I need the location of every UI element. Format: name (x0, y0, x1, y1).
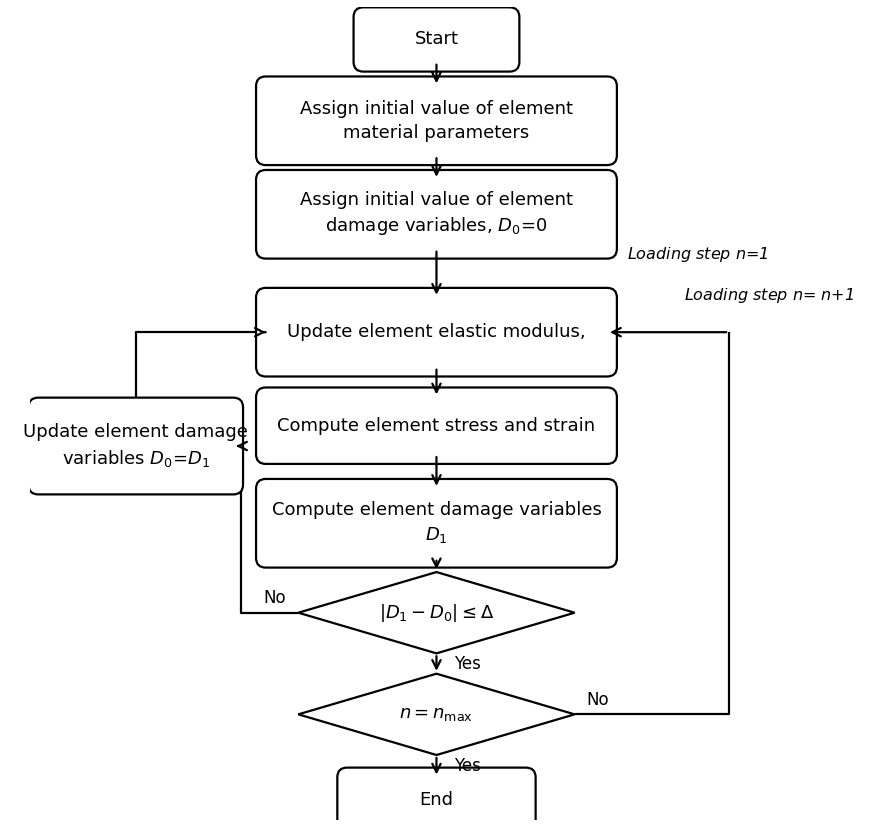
Text: No: No (587, 691, 610, 709)
Text: End: End (419, 791, 454, 809)
Text: $|D_1-D_0|\leq\Delta$: $|D_1-D_0|\leq\Delta$ (379, 602, 494, 624)
Text: Loading step $n$= $n$+1: Loading step $n$= $n$+1 (684, 286, 854, 305)
FancyBboxPatch shape (256, 388, 617, 464)
FancyBboxPatch shape (256, 479, 617, 567)
Polygon shape (299, 674, 575, 755)
Text: No: No (263, 589, 286, 607)
FancyBboxPatch shape (28, 398, 243, 495)
Text: Yes: Yes (455, 758, 481, 775)
Text: Compute element stress and strain: Compute element stress and strain (277, 417, 595, 435)
Text: Loading step $n$=1: Loading step $n$=1 (627, 246, 769, 265)
Text: Yes: Yes (455, 654, 481, 672)
Text: Start: Start (415, 31, 458, 49)
FancyBboxPatch shape (256, 170, 617, 259)
Text: Update element elastic modulus,: Update element elastic modulus, (287, 323, 586, 342)
FancyBboxPatch shape (256, 76, 617, 165)
FancyBboxPatch shape (256, 288, 617, 376)
Text: Assign initial value of element
damage variables, $D_0$=0: Assign initial value of element damage v… (300, 191, 573, 237)
FancyBboxPatch shape (338, 767, 536, 827)
Text: Compute element damage variables
$D_1$: Compute element damage variables $D_1$ (271, 501, 602, 545)
Polygon shape (299, 572, 575, 653)
Text: Assign initial value of element
material parameters: Assign initial value of element material… (300, 100, 573, 141)
Text: $n=n_{\mathrm{max}}$: $n=n_{\mathrm{max}}$ (400, 705, 473, 724)
FancyBboxPatch shape (354, 7, 519, 72)
Text: Update element damage
variables $D_0$=$D_1$: Update element damage variables $D_0$=$D… (23, 423, 248, 469)
